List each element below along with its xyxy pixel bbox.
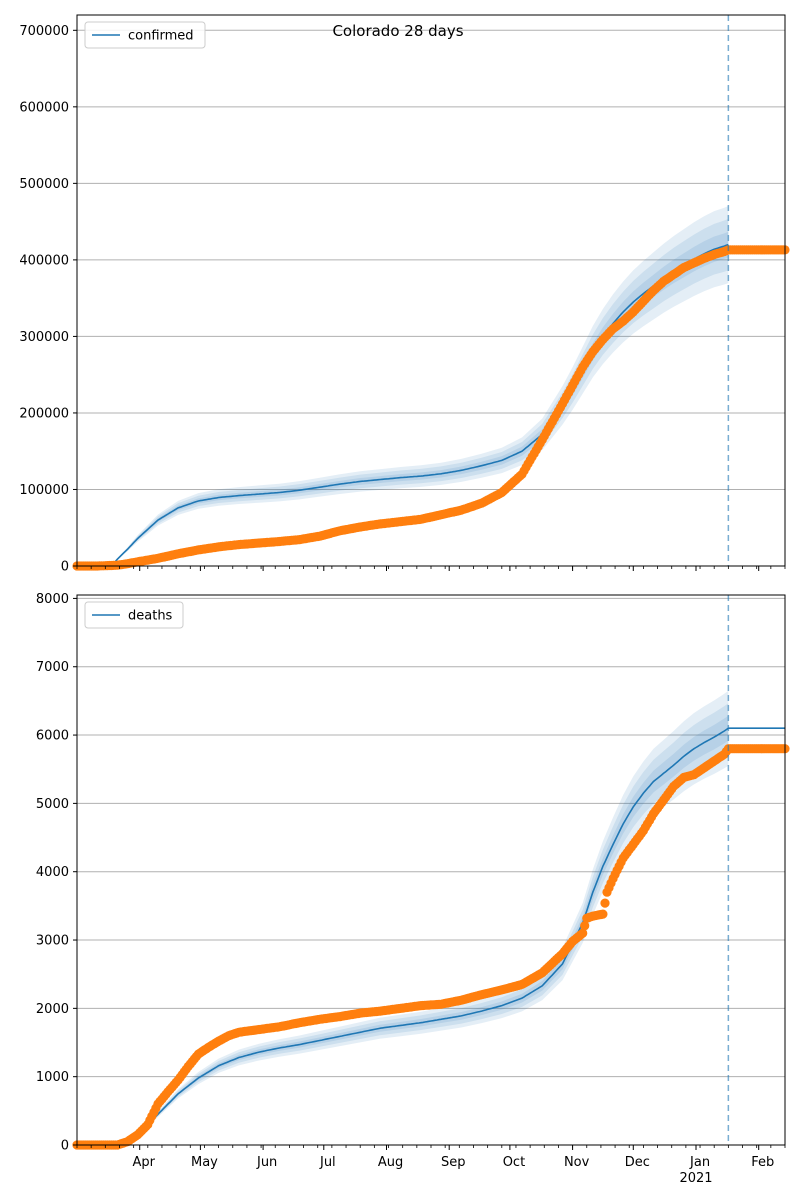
y-tick-label: 3000 (36, 934, 69, 949)
uncertainty-band (117, 206, 729, 560)
x-tick-label: Sep (441, 1155, 466, 1170)
y-tick-label: 2000 (36, 1002, 69, 1017)
y-tick-label: 500000 (19, 177, 69, 192)
y-tick-label: 200000 (19, 406, 69, 421)
uncertainty-band (127, 690, 729, 1142)
legend-box (84, 21, 206, 49)
x-tick-label: Jul (319, 1155, 336, 1170)
x-year-label: 2021 (679, 1171, 712, 1186)
deaths-panel: 0 1000 2000 3000 4000 5000 6000 7000 8000 Apr May J… (36, 592, 790, 1186)
legend-box (84, 601, 184, 629)
x-tick-label: Dec (625, 1155, 650, 1170)
y-tick-label: 400000 (19, 253, 69, 268)
uncertainty-band (117, 231, 729, 560)
uncertainty-band (127, 703, 729, 1142)
x-tick-label: Apr (133, 1155, 156, 1170)
observed-point (578, 928, 588, 938)
y-tick-label: 5000 (36, 797, 69, 812)
y-tick-label: 8000 (36, 592, 69, 607)
axes-frame (76, 594, 786, 1146)
y-tick-label: 300000 (19, 330, 69, 345)
y-tick-label: 0 (61, 1139, 69, 1154)
confirmed-panel: 0 100000 200000 300000 400000 500000 600000 700… (19, 14, 790, 575)
uncertainty-band (127, 715, 729, 1142)
model-line (77, 243, 729, 567)
x-tick-label: Jan (689, 1155, 710, 1170)
x-tick-label: Feb (751, 1155, 774, 1170)
y-tick-label: 1000 (36, 1070, 69, 1085)
model-line (77, 727, 729, 1146)
y-tick-label: 6000 (36, 729, 69, 744)
y-tick-label: 700000 (19, 24, 69, 39)
y-tick-label: 600000 (19, 100, 69, 115)
uncertainty-band (117, 218, 729, 560)
chart-title: Colorado 28 days (332, 22, 463, 40)
observed-point (600, 898, 610, 908)
observed-point (580, 921, 590, 931)
x-tick-label: Aug (378, 1155, 403, 1170)
x-tick-label: May (191, 1155, 218, 1170)
legend-label: deaths (128, 609, 173, 624)
legend-label: confirmed (128, 29, 194, 44)
y-tick-label: 0 (61, 560, 69, 575)
observed-point (598, 909, 608, 919)
x-tick-label: Oct (503, 1155, 525, 1170)
x-tick-label: Jun (256, 1155, 277, 1170)
y-tick-label: 100000 (19, 483, 69, 498)
y-tick-label: 7000 (36, 660, 69, 675)
x-tick-label: Nov (564, 1155, 590, 1170)
y-tick-label: 4000 (36, 865, 69, 880)
